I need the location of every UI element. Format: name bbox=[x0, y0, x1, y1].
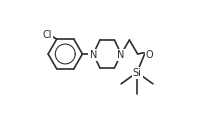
Text: O: O bbox=[146, 50, 154, 60]
Text: Cl: Cl bbox=[43, 30, 52, 40]
Text: N: N bbox=[118, 50, 125, 60]
Text: Si: Si bbox=[132, 68, 141, 78]
Text: N: N bbox=[89, 50, 97, 60]
